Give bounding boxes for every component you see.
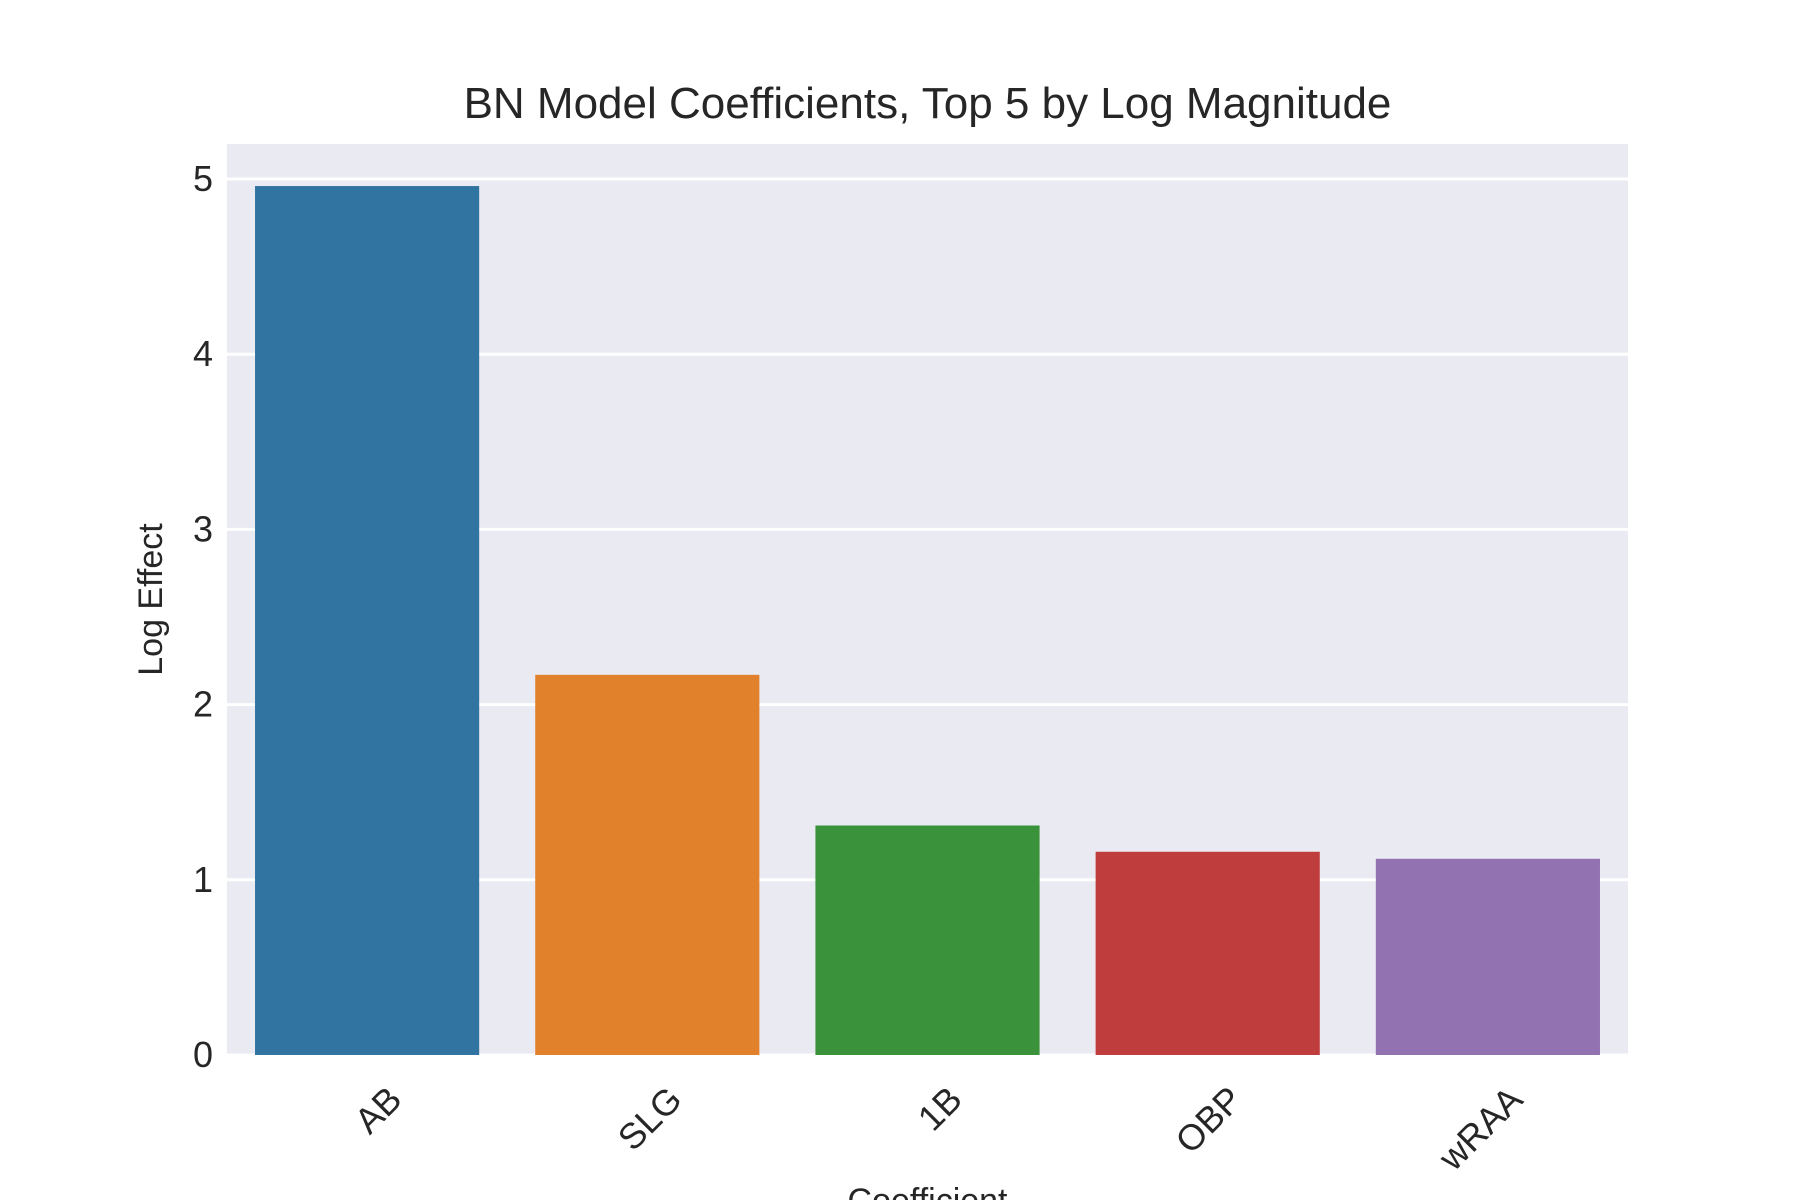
bar-1b	[815, 825, 1040, 1055]
bar-obp	[1095, 851, 1320, 1055]
bar-ab	[255, 186, 480, 1056]
y-tick-labels: 0 1 2 3 4 5	[193, 158, 213, 1075]
y-tick-label: 1	[193, 859, 213, 900]
y-tick-label: 0	[193, 1034, 213, 1075]
x-tick-label: wRAA	[1430, 1078, 1530, 1178]
x-tick-label: AB	[346, 1078, 409, 1141]
chart-title: BN Model Coefficients, Top 5 by Log Magn…	[464, 79, 1392, 128]
x-axis-title: Coefficient	[847, 1182, 1008, 1200]
y-axis-title: Log Effect	[132, 523, 170, 676]
bar-wraa	[1375, 858, 1600, 1055]
x-tick-label: SLG	[610, 1078, 690, 1158]
y-tick-label: 5	[193, 158, 213, 199]
x-tick-label: OBP	[1167, 1078, 1250, 1161]
x-tick-labels: AB SLG 1B OBP wRAA	[346, 1078, 1530, 1178]
bar-slg	[535, 674, 760, 1055]
y-tick-label: 3	[193, 508, 213, 549]
y-tick-label: 2	[193, 684, 213, 725]
bars	[255, 186, 1600, 1056]
y-tick-label: 4	[193, 333, 213, 374]
x-tick-label: 1B	[910, 1078, 970, 1138]
